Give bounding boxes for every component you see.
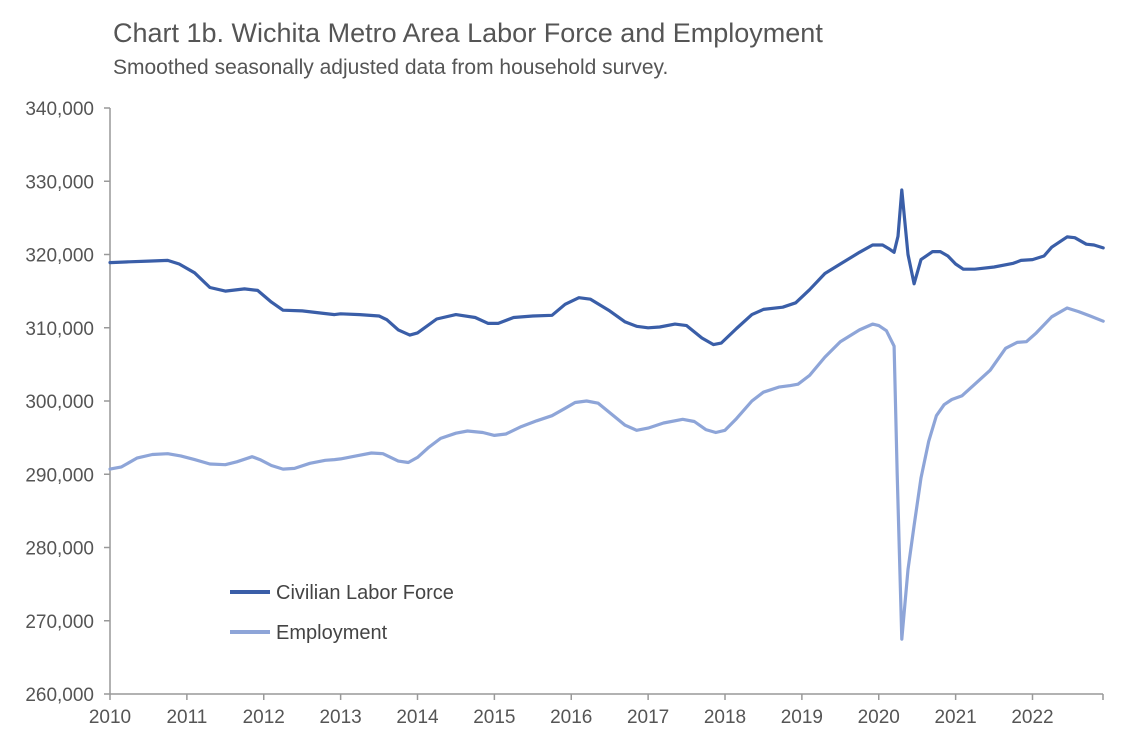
chart-subtitle: Smoothed seasonally adjusted data from h… [113,56,669,79]
y-tick-label: 270,000 [25,612,94,633]
x-tick-label: 2014 [396,707,439,728]
y-tick-label: 310,000 [25,319,94,340]
x-tick-label: 2019 [781,707,823,728]
series-line-employment [108,306,1105,641]
y-tick-label: 300,000 [25,392,94,413]
x-tick-label: 2012 [243,707,285,728]
x-tick-label: 2021 [934,707,976,728]
x-tick-label: 2017 [627,707,669,728]
series-line-civilian-labor-force [108,188,1105,347]
x-tick-label: 2011 [166,707,207,728]
y-tick-label: 330,000 [25,172,94,193]
x-tick-label: 2020 [858,707,900,728]
x-tick-label: 2013 [319,707,361,728]
y-tick-label: 320,000 [25,246,94,267]
y-tick-label: 280,000 [25,539,94,560]
x-tick-label: 2010 [89,707,131,728]
x-tick-label: 2018 [704,707,746,728]
x-tick-label: 2015 [473,707,515,728]
legend-label: Employment [276,622,388,644]
y-tick-label: 290,000 [25,465,94,486]
chart-title: Chart 1b. Wichita Metro Area Labor Force… [113,18,823,48]
y-tick-label: 340,000 [25,99,94,120]
x-tick-label: 2022 [1011,707,1053,728]
legend-label: Civilian Labor Force [276,582,454,604]
x-tick-label: 2016 [550,707,592,728]
y-tick-label: 260,000 [25,685,94,706]
